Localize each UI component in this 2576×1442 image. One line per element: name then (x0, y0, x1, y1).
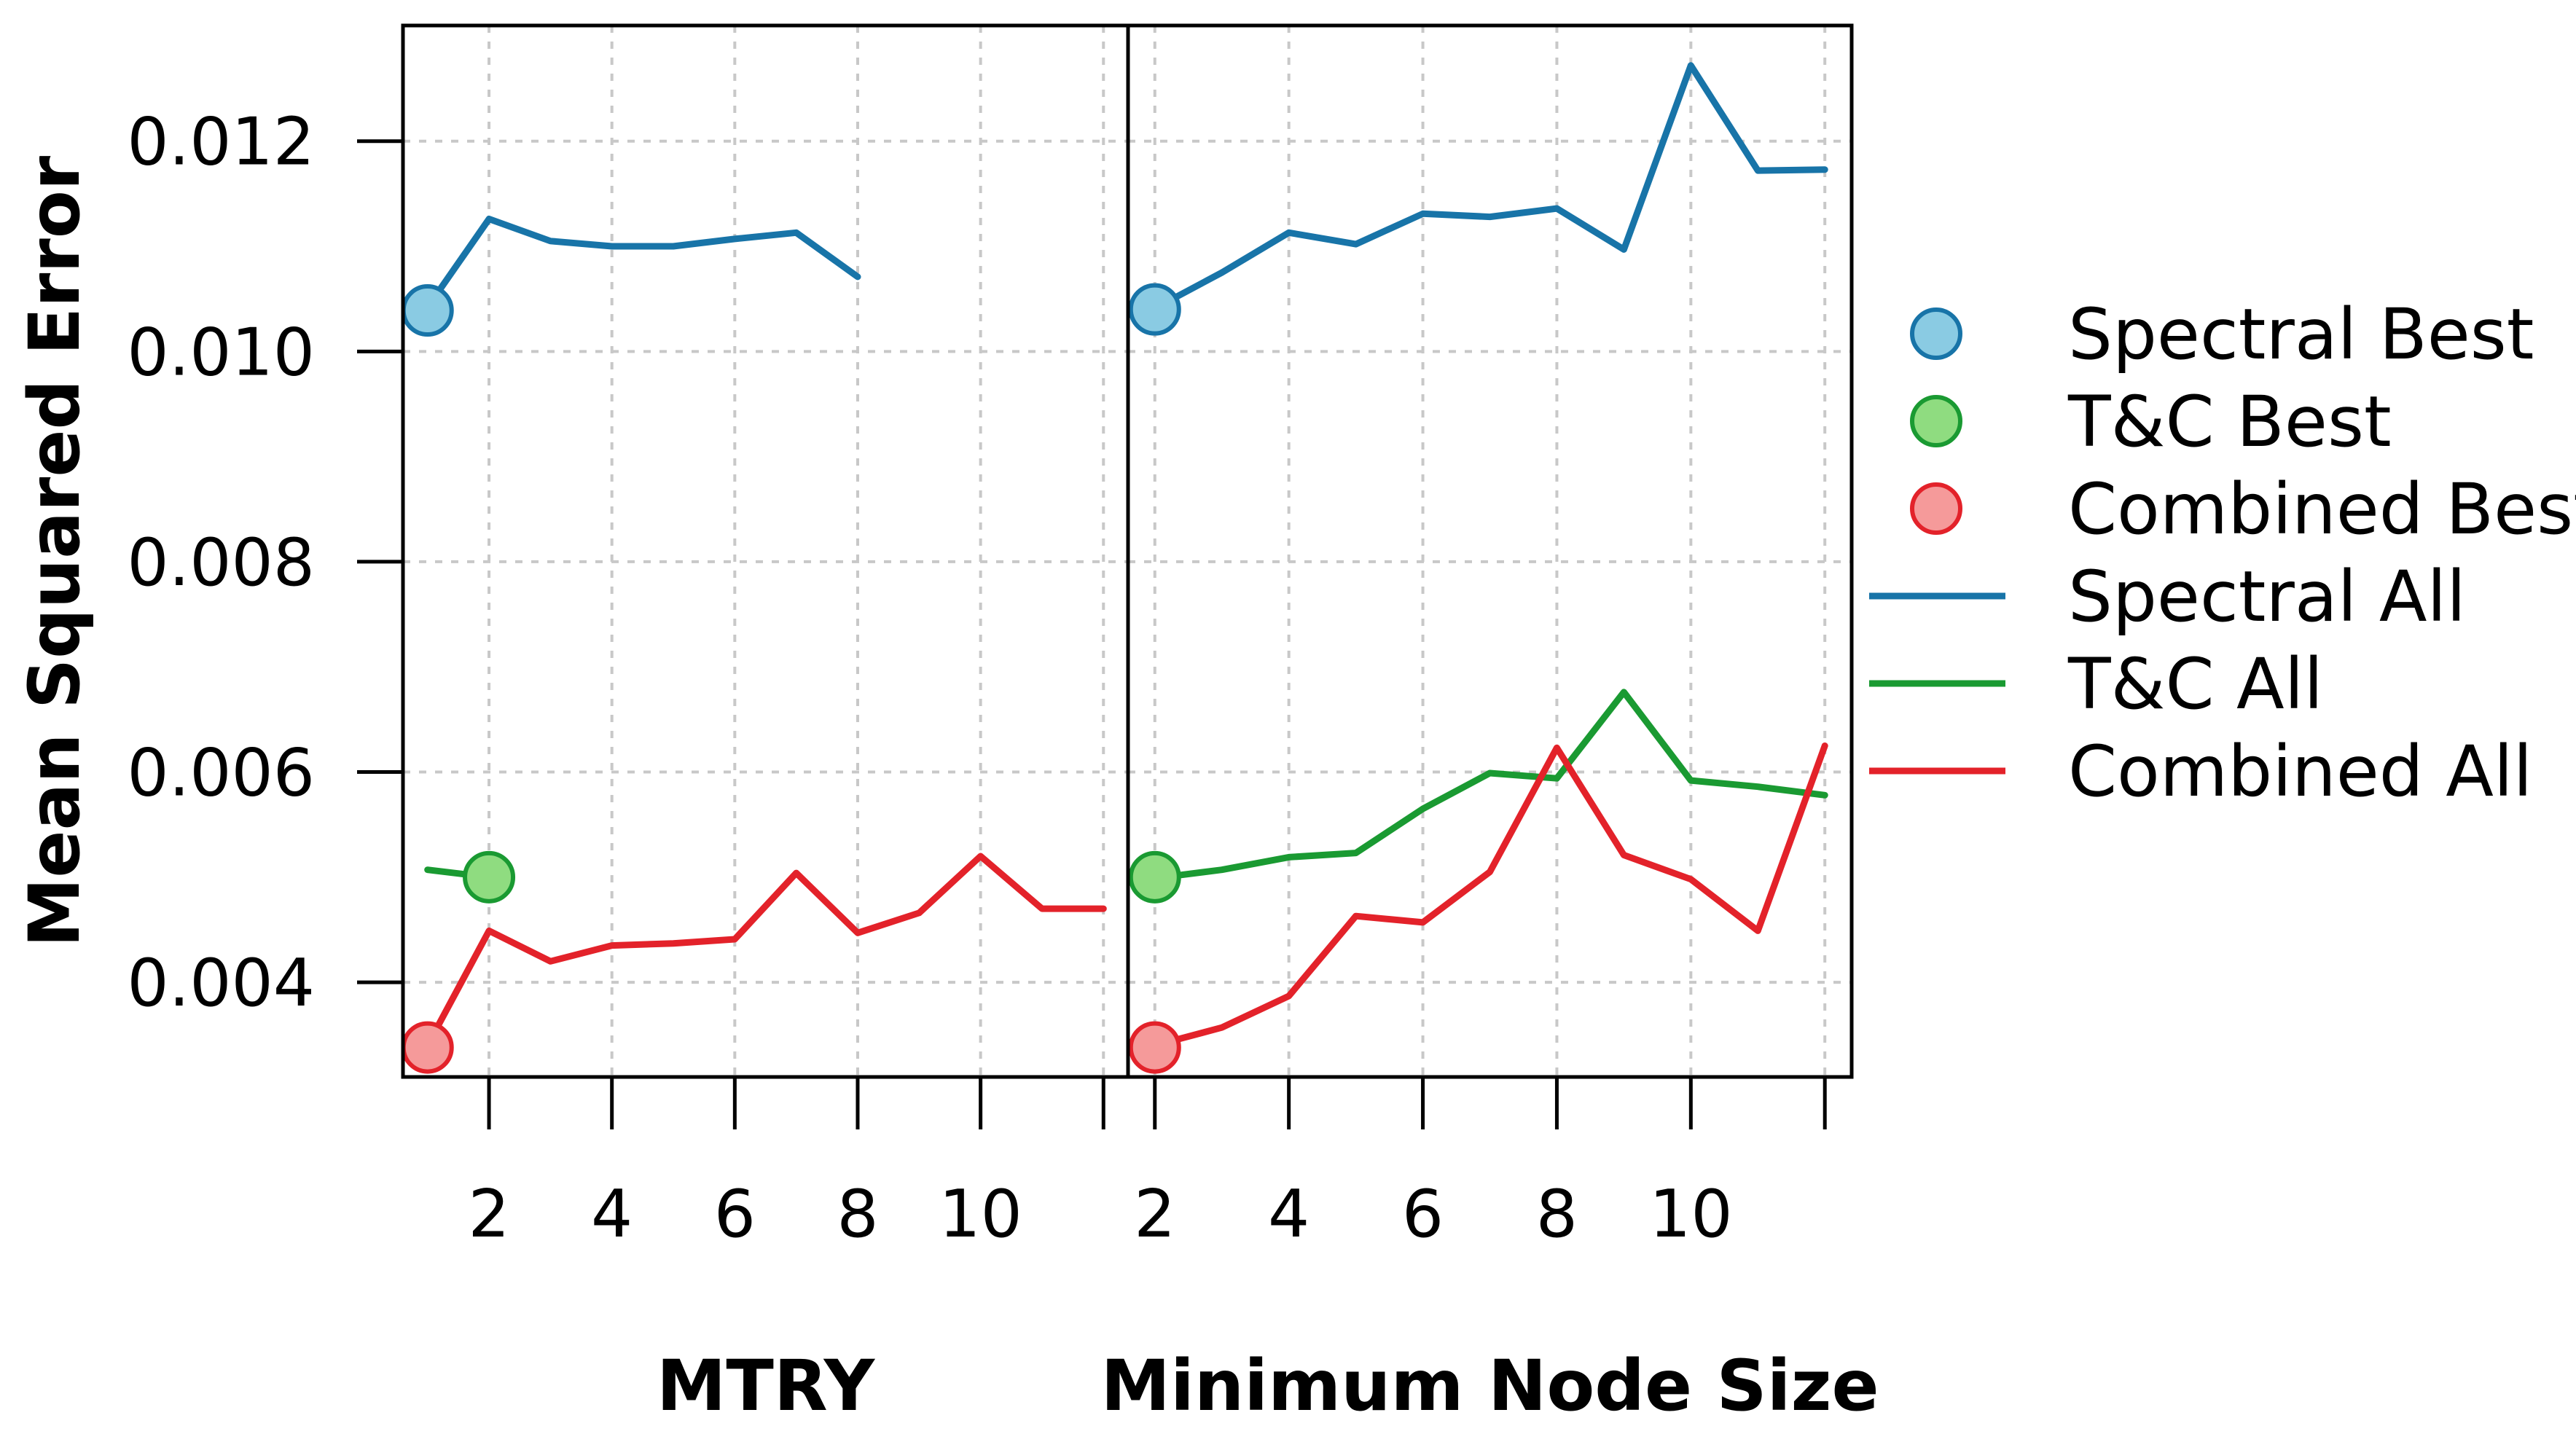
x-axis-title: MTRY (657, 1345, 876, 1427)
y-axis-title: Mean Squared Error (14, 155, 95, 947)
x-tick-label: 6 (1402, 1176, 1444, 1253)
frame-layer (401, 23, 1854, 1079)
combined-all-line (1151, 742, 1828, 1049)
combined-best-marker (1128, 1021, 1181, 1074)
x-tick-label: 8 (1536, 1176, 1578, 1253)
spectral-all-line (1151, 62, 1828, 312)
tc-best-marker (1128, 850, 1181, 904)
combined-all-line (424, 853, 1107, 1049)
x-tick-label: 2 (1134, 1176, 1175, 1253)
legend-combined-best-marker (1910, 482, 1962, 535)
data-layer (401, 62, 1828, 1074)
legend-label: Combined Best (2068, 469, 2576, 550)
legend-label: Spectral Best (2068, 294, 2534, 375)
legend-spectral-best-marker (1910, 307, 1962, 360)
y-tick-label: 0.006 (127, 735, 315, 812)
legend-label: T&C All (2067, 643, 2323, 725)
x-tick-label: 8 (837, 1176, 878, 1253)
x-tick-label: 10 (939, 1176, 1022, 1253)
y-tick-label: 0.004 (127, 945, 315, 1022)
tc-all-line (1151, 689, 1828, 882)
combined-best-marker (401, 1021, 454, 1074)
x-axis-title: Minimum Node Size (1100, 1345, 1879, 1427)
x-tick-label: 2 (468, 1176, 509, 1253)
x-tick-label: 10 (1649, 1176, 1733, 1253)
y-tick-label: 0.012 (127, 104, 315, 181)
spectral-best-marker (401, 284, 454, 337)
legend-tc-best-marker (1910, 395, 1962, 447)
tc-best-marker (463, 850, 516, 904)
x-tick-label: 4 (591, 1176, 633, 1253)
legend-label: Spectral All (2068, 556, 2466, 638)
legend-label: T&C Best (2067, 381, 2392, 463)
x-tick-label: 6 (714, 1176, 756, 1253)
x-tick-label: 4 (1268, 1176, 1309, 1253)
y-tick-label: 0.008 (127, 525, 315, 601)
axis-layer: 2 4 6 8 10 MTRY 2 4 6 8 10 Minimum Node Size 0.004 0.… (14, 104, 1879, 1427)
legend-label: Combined All (2068, 731, 2532, 812)
spectral-all-line (424, 216, 861, 311)
y-tick-label: 0.010 (127, 314, 315, 391)
spectral-best-marker (1128, 283, 1181, 336)
